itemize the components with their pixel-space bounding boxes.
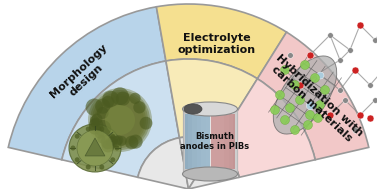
Text: Hybridization with
carbon materials: Hybridization with carbon materials bbox=[266, 53, 365, 147]
Circle shape bbox=[70, 146, 75, 150]
Circle shape bbox=[89, 118, 103, 132]
Circle shape bbox=[105, 137, 117, 149]
Wedge shape bbox=[138, 138, 188, 189]
Circle shape bbox=[271, 105, 279, 115]
Circle shape bbox=[94, 94, 146, 146]
Circle shape bbox=[129, 135, 143, 149]
Bar bbox=[201, 109, 206, 174]
Circle shape bbox=[276, 91, 285, 99]
Circle shape bbox=[92, 92, 148, 148]
Wedge shape bbox=[62, 61, 179, 177]
Text: Bismuth
anodes in PIBs: Bismuth anodes in PIBs bbox=[181, 132, 250, 151]
Ellipse shape bbox=[69, 124, 121, 172]
Circle shape bbox=[77, 130, 113, 166]
Circle shape bbox=[129, 93, 141, 104]
Circle shape bbox=[280, 66, 290, 74]
Circle shape bbox=[108, 135, 118, 145]
Bar bbox=[183, 109, 188, 174]
Circle shape bbox=[101, 139, 115, 153]
Circle shape bbox=[105, 105, 135, 135]
Circle shape bbox=[115, 146, 120, 150]
Polygon shape bbox=[85, 138, 105, 156]
Circle shape bbox=[94, 120, 111, 137]
Wedge shape bbox=[257, 32, 369, 160]
Circle shape bbox=[91, 114, 103, 125]
Circle shape bbox=[90, 90, 150, 150]
Circle shape bbox=[125, 136, 138, 149]
Circle shape bbox=[102, 91, 119, 107]
Wedge shape bbox=[188, 145, 239, 189]
Circle shape bbox=[103, 141, 112, 149]
Circle shape bbox=[99, 164, 104, 170]
Circle shape bbox=[95, 98, 110, 114]
Circle shape bbox=[280, 115, 290, 125]
Wedge shape bbox=[166, 59, 257, 145]
Ellipse shape bbox=[182, 167, 238, 181]
Circle shape bbox=[314, 114, 322, 122]
Circle shape bbox=[110, 134, 115, 139]
Circle shape bbox=[116, 91, 130, 106]
Circle shape bbox=[86, 164, 91, 170]
Ellipse shape bbox=[184, 104, 202, 114]
Text: Morphology
design: Morphology design bbox=[48, 43, 117, 109]
Bar bbox=[211, 114, 235, 169]
Bar bbox=[197, 109, 201, 174]
Circle shape bbox=[90, 119, 100, 128]
Circle shape bbox=[133, 101, 146, 113]
Circle shape bbox=[86, 98, 103, 116]
Circle shape bbox=[90, 116, 99, 125]
Circle shape bbox=[110, 136, 122, 147]
Circle shape bbox=[97, 107, 109, 119]
Bar bbox=[185, 114, 210, 169]
Bar bbox=[220, 109, 224, 174]
Circle shape bbox=[86, 126, 91, 132]
Circle shape bbox=[110, 157, 115, 162]
Text: Electrolyte
optimization: Electrolyte optimization bbox=[178, 33, 256, 54]
Ellipse shape bbox=[273, 56, 337, 134]
Circle shape bbox=[75, 157, 80, 162]
Circle shape bbox=[303, 121, 313, 129]
Circle shape bbox=[97, 135, 106, 143]
Circle shape bbox=[285, 104, 294, 112]
Bar bbox=[188, 109, 192, 174]
Circle shape bbox=[291, 125, 299, 135]
Circle shape bbox=[311, 74, 319, 83]
Circle shape bbox=[101, 135, 115, 149]
Circle shape bbox=[296, 95, 305, 105]
Circle shape bbox=[316, 101, 325, 109]
Circle shape bbox=[139, 117, 152, 130]
Bar bbox=[192, 109, 197, 174]
Bar bbox=[233, 109, 238, 174]
Wedge shape bbox=[8, 7, 166, 160]
Circle shape bbox=[300, 60, 310, 70]
Circle shape bbox=[111, 87, 129, 105]
Wedge shape bbox=[156, 4, 287, 79]
Wedge shape bbox=[179, 137, 216, 189]
Circle shape bbox=[320, 85, 329, 94]
Bar bbox=[215, 109, 220, 174]
Circle shape bbox=[102, 96, 114, 108]
Bar bbox=[206, 109, 210, 174]
Bar bbox=[210, 109, 215, 174]
Circle shape bbox=[75, 134, 80, 139]
Circle shape bbox=[99, 126, 104, 132]
Circle shape bbox=[291, 81, 299, 90]
Wedge shape bbox=[216, 79, 315, 177]
Ellipse shape bbox=[182, 102, 238, 116]
Circle shape bbox=[89, 122, 101, 135]
Circle shape bbox=[88, 88, 152, 152]
Bar bbox=[229, 109, 233, 174]
Circle shape bbox=[117, 136, 127, 146]
Circle shape bbox=[113, 135, 123, 145]
Circle shape bbox=[305, 111, 314, 119]
Circle shape bbox=[96, 96, 144, 144]
Polygon shape bbox=[183, 109, 237, 174]
Circle shape bbox=[95, 129, 104, 139]
Bar bbox=[224, 109, 229, 174]
